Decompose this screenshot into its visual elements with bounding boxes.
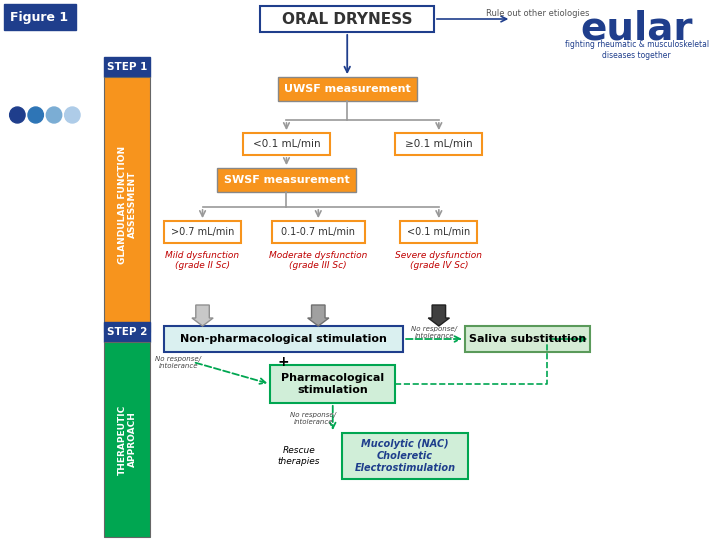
Text: Rescue
therapies: Rescue therapies xyxy=(278,446,320,465)
FancyBboxPatch shape xyxy=(270,365,395,403)
Text: Figure 1: Figure 1 xyxy=(11,10,68,24)
Text: fighting rheumatic & musculoskeletal
diseases together: fighting rheumatic & musculoskeletal dis… xyxy=(564,40,708,60)
Text: eular: eular xyxy=(580,9,693,47)
FancyBboxPatch shape xyxy=(4,4,76,30)
Text: No response/
intolerance: No response/ intolerance xyxy=(156,355,202,368)
Text: No response/
intolerance: No response/ intolerance xyxy=(411,326,457,339)
Text: Saliva substitution: Saliva substitution xyxy=(469,334,586,344)
FancyBboxPatch shape xyxy=(104,57,150,77)
Text: ORAL DRYNESS: ORAL DRYNESS xyxy=(282,11,413,26)
Polygon shape xyxy=(428,305,449,326)
Polygon shape xyxy=(192,305,213,326)
Text: +: + xyxy=(278,355,289,369)
FancyBboxPatch shape xyxy=(243,133,330,155)
Circle shape xyxy=(46,107,62,123)
Text: STEP 2: STEP 2 xyxy=(107,327,148,337)
FancyBboxPatch shape xyxy=(261,6,434,32)
Text: Rule out other etiologies: Rule out other etiologies xyxy=(487,10,590,18)
Text: <0.1 mL/min: <0.1 mL/min xyxy=(253,139,320,149)
FancyBboxPatch shape xyxy=(104,77,150,332)
FancyBboxPatch shape xyxy=(465,326,590,352)
FancyBboxPatch shape xyxy=(395,133,482,155)
Text: SWSF measurement: SWSF measurement xyxy=(224,175,349,185)
Text: Moderate dysfunction
(grade III Sc): Moderate dysfunction (grade III Sc) xyxy=(269,251,367,271)
Text: Non-pharmacological stimulation: Non-pharmacological stimulation xyxy=(180,334,387,344)
Text: UWSF measurement: UWSF measurement xyxy=(284,84,410,94)
Text: ≥0.1 mL/min: ≥0.1 mL/min xyxy=(405,139,472,149)
FancyBboxPatch shape xyxy=(400,221,477,243)
Polygon shape xyxy=(307,305,329,326)
Text: 0.1-0.7 mL/min: 0.1-0.7 mL/min xyxy=(282,227,355,237)
Text: GLANDULAR FUNCTION
ASSESSMENT: GLANDULAR FUNCTION ASSESSMENT xyxy=(117,145,137,264)
Text: Severe dysfunction
(grade IV Sc): Severe dysfunction (grade IV Sc) xyxy=(395,251,482,271)
FancyBboxPatch shape xyxy=(343,433,468,479)
FancyBboxPatch shape xyxy=(104,322,150,342)
Text: THERAPEUTIC
APPROACH: THERAPEUTIC APPROACH xyxy=(117,404,137,475)
FancyBboxPatch shape xyxy=(278,77,417,101)
Text: Pharmacological
stimulation: Pharmacological stimulation xyxy=(282,373,384,395)
Circle shape xyxy=(9,107,25,123)
Text: Mucolytic (NAC)
Choleretic
Electrostimulation: Mucolytic (NAC) Choleretic Electrostimul… xyxy=(354,440,456,472)
Text: STEP 1: STEP 1 xyxy=(107,62,148,72)
Circle shape xyxy=(28,107,43,123)
Text: >0.7 mL/min: >0.7 mL/min xyxy=(171,227,234,237)
FancyBboxPatch shape xyxy=(272,221,364,243)
FancyBboxPatch shape xyxy=(164,326,403,352)
FancyBboxPatch shape xyxy=(217,168,356,192)
Text: Mild dysfunction
(grade II Sc): Mild dysfunction (grade II Sc) xyxy=(166,251,240,271)
Circle shape xyxy=(65,107,80,123)
Text: No response/
intolerance: No response/ intolerance xyxy=(290,411,336,424)
Text: <0.1 mL/min: <0.1 mL/min xyxy=(408,227,470,237)
FancyBboxPatch shape xyxy=(104,342,150,537)
FancyBboxPatch shape xyxy=(164,221,241,243)
